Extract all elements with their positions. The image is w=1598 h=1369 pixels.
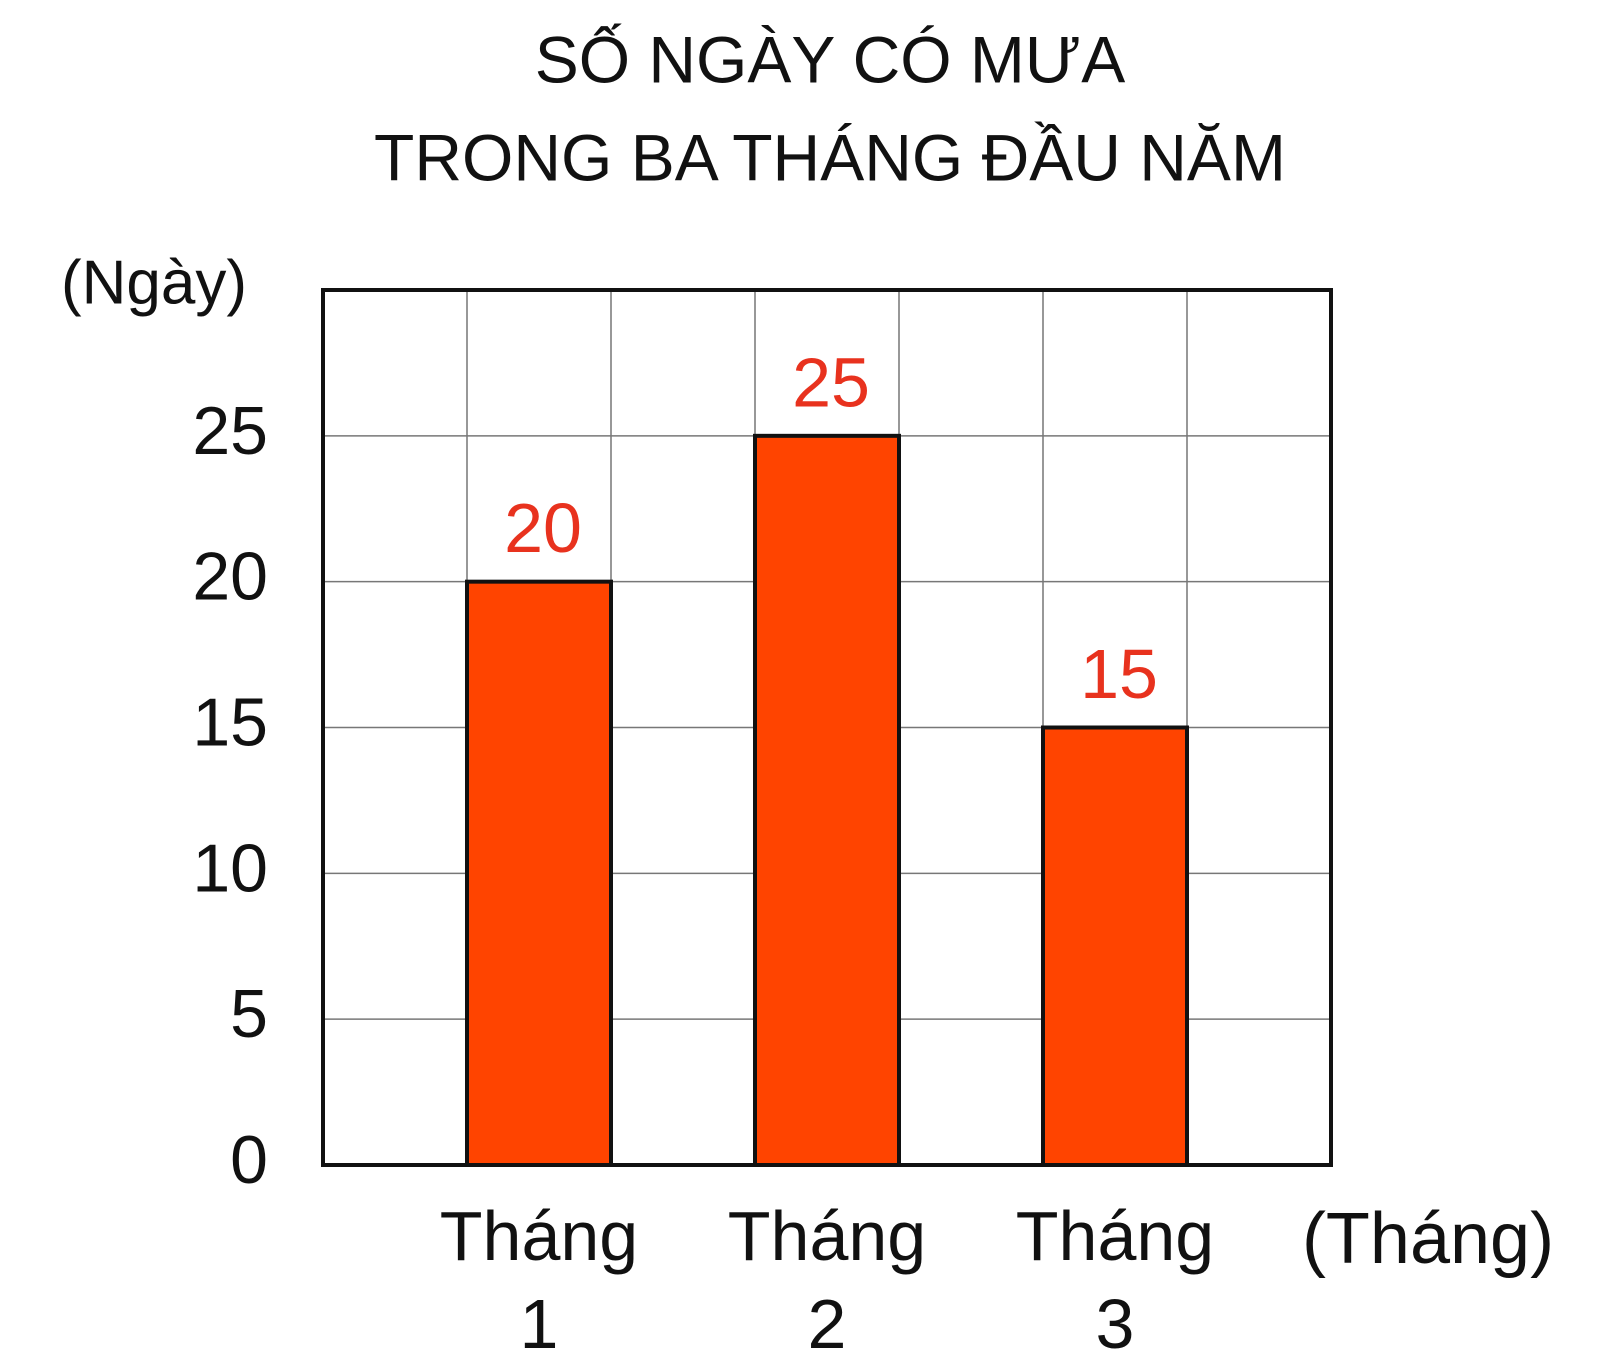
y-tick-label: 5 (230, 976, 268, 1052)
chart-title: TRONG BA THÁNG ĐẦU NĂM (374, 120, 1286, 194)
value-label: 25 (792, 343, 870, 421)
y-tick-label: 10 (192, 830, 268, 906)
chart-title: SỐ NGÀY CÓ MƯA (535, 22, 1126, 96)
bar (753, 433, 901, 1168)
plot-frame (321, 288, 1333, 1167)
x-tick-label: Tháng 1 (439, 1197, 639, 1363)
x-axis-label: (Tháng) (1302, 1199, 1554, 1279)
x-tick-label: Tháng 2 (727, 1197, 927, 1363)
y-axis-label: (Ngày) (61, 248, 247, 317)
y-tick-label: 0 (230, 1122, 268, 1198)
value-label: 15 (1080, 635, 1158, 713)
y-tick-label: 20 (192, 539, 268, 615)
x-tick-label: Tháng 3 (1015, 1197, 1215, 1363)
bar (465, 579, 613, 1167)
y-tick-label: 15 (192, 684, 268, 760)
y-tick-label: 25 (192, 393, 268, 469)
value-label: 20 (504, 489, 582, 567)
bar (1041, 725, 1189, 1167)
